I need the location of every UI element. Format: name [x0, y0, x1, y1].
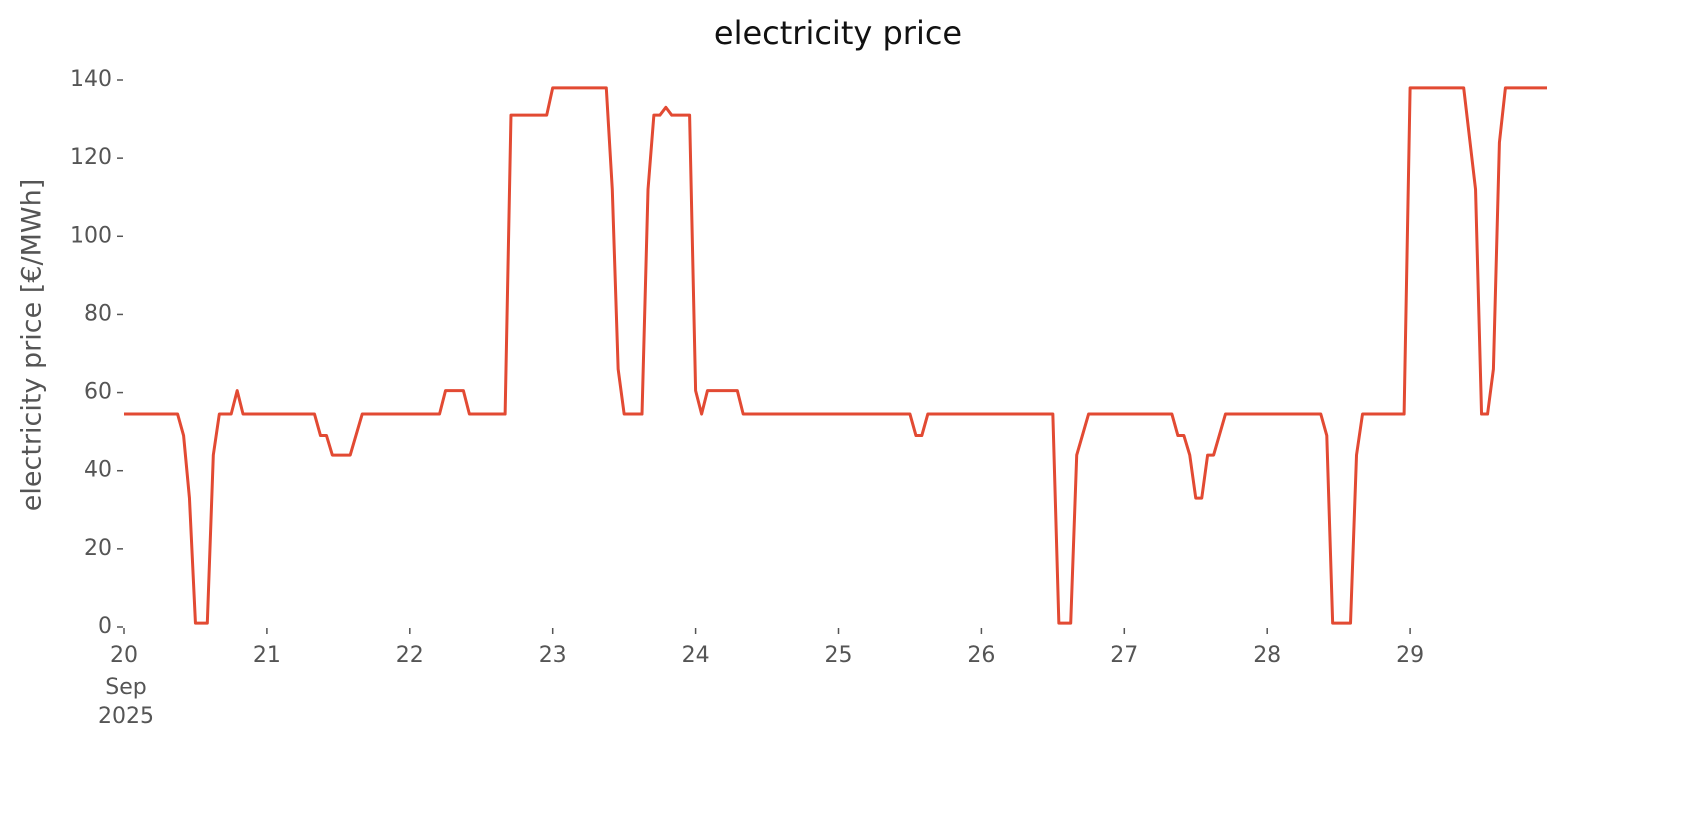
x-year-label: 2025: [98, 704, 154, 729]
x-tick-label: 29: [1396, 643, 1424, 668]
x-tick-label: 25: [825, 643, 853, 668]
x-tick-label: 24: [682, 643, 710, 668]
x-tick-label: 20: [110, 643, 138, 668]
y-tick-label: 20: [84, 536, 112, 561]
y-tick-label: 140: [70, 67, 112, 92]
x-tick-label: 22: [396, 643, 424, 668]
y-tick-label: 120: [70, 145, 112, 170]
y-tick-label: 40: [84, 458, 112, 483]
y-axis-label: electricity price [€/MWh]: [17, 179, 48, 511]
x-tick-label: 28: [1253, 643, 1281, 668]
y-tick-label: 60: [84, 380, 112, 405]
y-tick-label: 80: [84, 301, 112, 326]
x-month-label: Sep: [105, 675, 146, 700]
y-tick-label: 0: [98, 614, 112, 639]
x-tick-label: 26: [967, 643, 995, 668]
x-tick-label: 27: [1110, 643, 1138, 668]
chart-title: electricity price: [714, 14, 962, 52]
x-tick-label: 23: [539, 643, 567, 668]
price-line: [124, 86, 1547, 625]
y-tick-label: 100: [70, 223, 112, 248]
x-tick-label: 21: [253, 643, 281, 668]
